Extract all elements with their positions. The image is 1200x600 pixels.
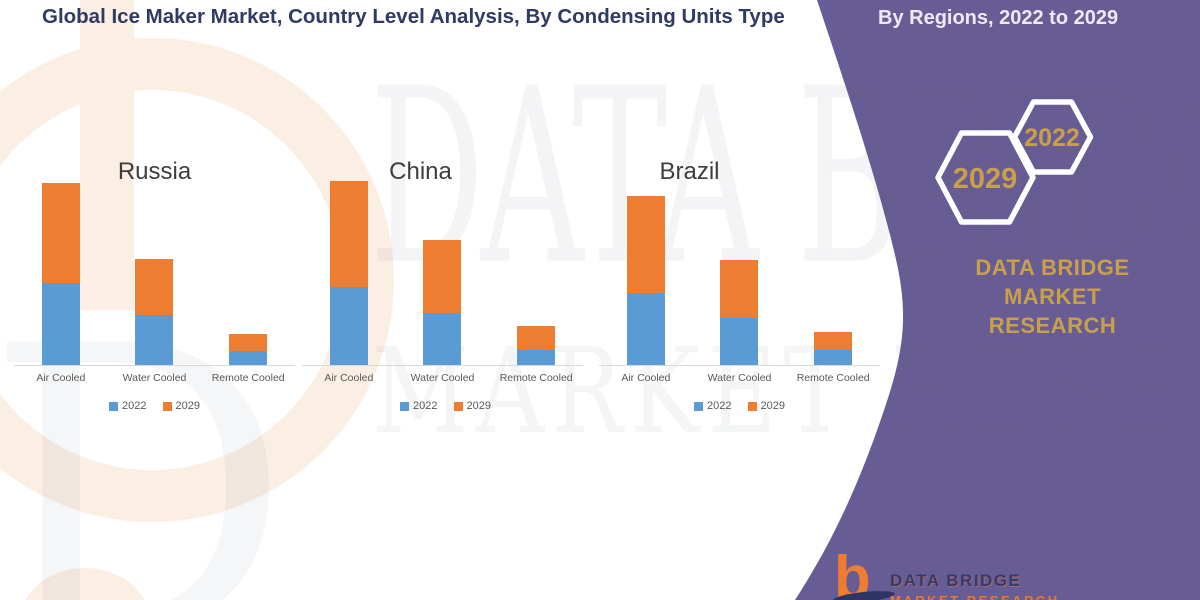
- bar-segment-2029: [720, 260, 759, 318]
- bar-segment-2029: [814, 332, 853, 350]
- legend-item-2022: 2022: [109, 400, 147, 412]
- bar-stack: [626, 196, 665, 365]
- plot-area: [302, 175, 583, 366]
- x-axis-label: Air Cooled: [621, 372, 671, 384]
- bar-segment-2029: [41, 183, 80, 283]
- legend-swatch: [162, 401, 172, 411]
- x-axis-labels: Air Cooled Water Cooled Remote Cooled: [14, 372, 295, 384]
- legend-label: 2022: [413, 400, 438, 412]
- legend-label: 2029: [175, 400, 200, 412]
- bar-segment-2029: [329, 181, 368, 287]
- hexagon-2022-label: 2022: [1024, 124, 1080, 152]
- legend-label: 2029: [466, 400, 491, 412]
- bar-segment-2029: [229, 334, 268, 351]
- bar-segment-2029: [626, 196, 665, 293]
- bar-stack: [720, 260, 759, 365]
- x-axis-label: Remote Cooled: [796, 372, 870, 384]
- bar-segment-2029: [423, 240, 462, 313]
- chart-title: China: [389, 158, 452, 185]
- bar-segment-2029: [135, 259, 174, 315]
- hexagon-2022: [1011, 99, 1094, 175]
- bar-stack: [229, 334, 268, 365]
- legend-swatch: [453, 401, 463, 411]
- brand-line2: RESEARCH: [988, 313, 1117, 338]
- bar-stack: [329, 181, 368, 365]
- legend-swatch: [400, 401, 410, 411]
- plot-area: [599, 175, 880, 366]
- bar-stack: [814, 332, 853, 365]
- legend-item-2022: 2022: [694, 400, 732, 412]
- bar-stack: [41, 183, 80, 365]
- legend-item-2029: 2029: [453, 400, 491, 412]
- legend-swatch: [694, 401, 704, 411]
- logo-company-subname: MARKET RESEARCH: [890, 593, 1060, 600]
- chart-russia: Russia Air Cooled Water Cooled Remote Cool…: [12, 140, 297, 430]
- legend-item-2029: 2029: [747, 400, 785, 412]
- chart-legend: 2022 2029: [303, 400, 588, 412]
- chart-title: Russia: [117, 158, 192, 185]
- x-axis-label: Remote Cooled: [499, 372, 573, 384]
- bar-segment-2022: [41, 283, 80, 365]
- chart-legend: 2022 2029: [597, 400, 882, 412]
- bar-segment-2022: [814, 350, 853, 365]
- x-axis-label: Air Cooled: [36, 372, 86, 384]
- bar-segment-2022: [517, 350, 556, 365]
- bar-segment-2022: [720, 318, 759, 365]
- bar-stack: [423, 240, 462, 365]
- legend-label: 2022: [122, 400, 147, 412]
- chart-brazil: Brazil Air Cooled Water Cooled Remote Cool…: [597, 140, 882, 430]
- hexagon-2029-label: 2029: [953, 163, 1018, 195]
- legend-item-2022: 2022: [400, 400, 438, 412]
- bar-segment-2029: [517, 326, 556, 350]
- x-axis-label: Air Cooled: [324, 372, 374, 384]
- x-axis-label: Water Cooled: [122, 372, 187, 384]
- panel-subtitle: By Regions, 2022 to 2029: [878, 7, 1119, 29]
- bar-segment-2022: [329, 287, 368, 365]
- legend-label: 2029: [760, 400, 785, 412]
- hexagon-2029: [935, 130, 1036, 225]
- brand-line1: DATA BRIDGE MARKET: [975, 255, 1130, 309]
- plot-area: [14, 175, 295, 366]
- x-axis-labels: Air Cooled Water Cooled Remote Cooled: [599, 372, 880, 384]
- brand-text: DATA BRIDGE MARKET RESEARCH: [930, 253, 1175, 340]
- x-axis-labels: Air Cooled Water Cooled Remote Cooled: [302, 372, 583, 384]
- chart-title: Brazil: [659, 158, 720, 185]
- legend-item-2029: 2029: [162, 400, 200, 412]
- bar-stack: [517, 326, 556, 365]
- logo-company-name: DATA BRIDGE: [890, 571, 1022, 590]
- legend-swatch: [747, 401, 757, 411]
- chart-legend: 2022 2029: [12, 400, 297, 412]
- legend-label: 2022: [707, 400, 732, 412]
- x-axis-label: Remote Cooled: [211, 372, 285, 384]
- page-title: Global Ice Maker Market, Country Level A…: [42, 5, 785, 28]
- bar-stack: [135, 259, 174, 365]
- x-axis-label: Water Cooled: [410, 372, 475, 384]
- bar-segment-2022: [423, 313, 462, 365]
- bar-segment-2022: [229, 351, 268, 365]
- legend-swatch: [109, 401, 119, 411]
- x-axis-label: Water Cooled: [707, 372, 772, 384]
- bar-segment-2022: [626, 293, 665, 365]
- bar-segment-2022: [135, 315, 174, 365]
- hexagon-badges: 2029 2022: [935, 99, 1094, 225]
- chart-china: China Air Cooled Water Cooled Remote Coole…: [300, 140, 585, 430]
